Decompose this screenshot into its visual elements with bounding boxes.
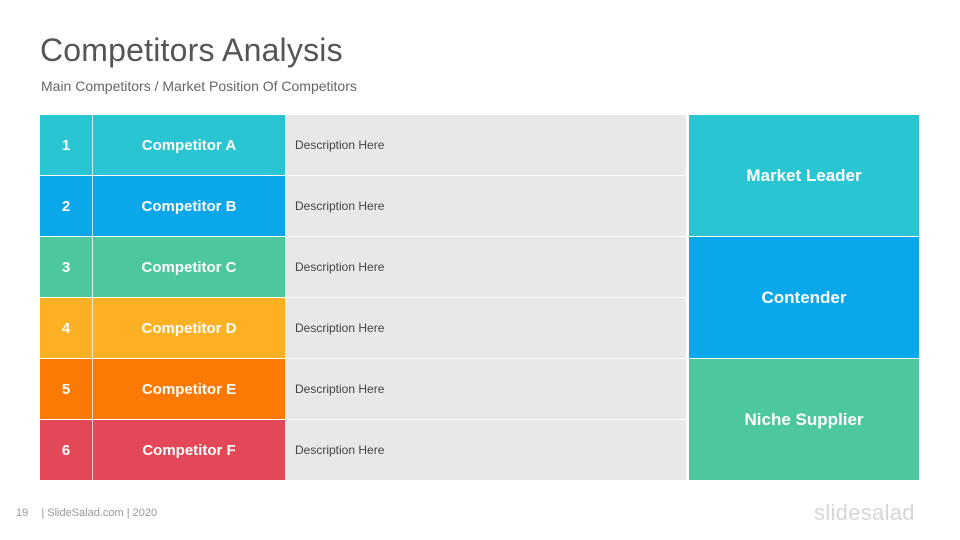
row-number: 4 [40,298,93,358]
competitor-description: Description Here [285,359,686,419]
table-row: 2 Competitor B Description Here [40,176,686,236]
competitor-name: Competitor B [93,176,285,236]
competitor-name: Competitor A [93,115,285,175]
table-row: 3 Competitor C Description Here [40,237,686,297]
row-number: 2 [40,176,93,236]
competitor-name: Competitor E [93,359,285,419]
footer: 19 | SlideSalad.com | 2020 [16,507,157,519]
competitor-name: Competitor D [93,298,285,358]
competitor-description: Description Here [285,420,686,480]
footer-text: | SlideSalad.com | 2020 [41,507,158,519]
table-row: 5 Competitor E Description Here [40,359,686,419]
slidesalad-logo: slidesalad [814,500,915,525]
page-title: Competitors Analysis [40,32,343,68]
page-subtitle: Main Competitors / Market Position Of Co… [41,78,357,94]
page-number: 19 [16,507,29,519]
table-row: 4 Competitor D Description Here [40,298,686,358]
row-number: 1 [40,115,93,175]
competitor-description: Description Here [285,115,686,175]
competitor-description: Description Here [285,176,686,236]
competitors-table: 1 Competitor A Description Here 2 Compet… [40,115,686,481]
competitor-name: Competitor F [93,420,285,480]
competitor-description: Description Here [285,237,686,297]
row-number: 5 [40,359,93,419]
category-niche-supplier: Niche Supplier [689,359,919,480]
row-number: 3 [40,237,93,297]
competitor-description: Description Here [285,298,686,358]
row-number: 6 [40,420,93,480]
competitor-name: Competitor C [93,237,285,297]
category-market-leader: Market Leader [689,115,919,236]
category-contender: Contender [689,237,919,358]
table-row: 1 Competitor A Description Here [40,115,686,175]
table-row: 6 Competitor F Description Here [40,420,686,480]
